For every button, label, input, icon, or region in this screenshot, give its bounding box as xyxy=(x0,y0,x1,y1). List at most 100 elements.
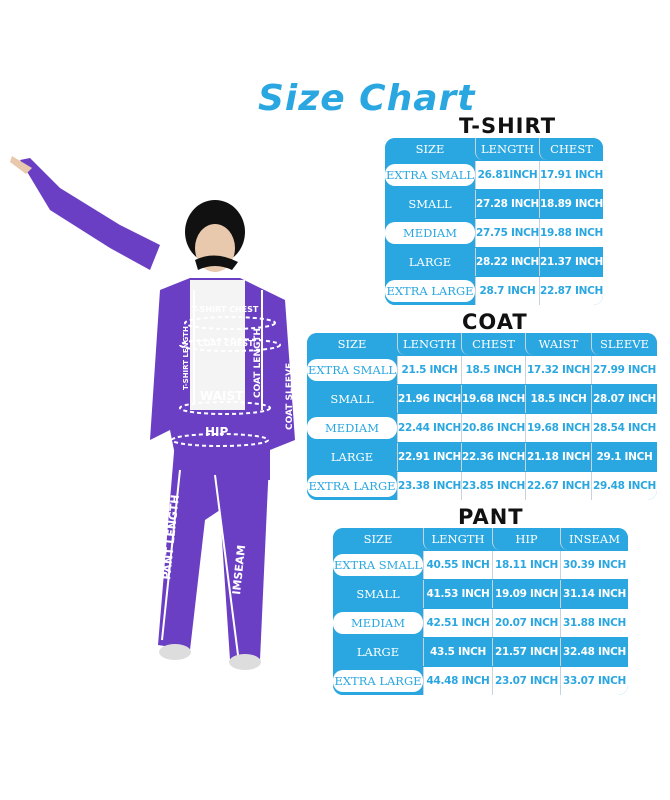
mustache xyxy=(195,255,238,270)
measurement-cell: 23.07 INCH xyxy=(492,667,560,695)
measurement-cell: 18.11 INCH xyxy=(492,551,560,579)
page-title: Size Chart xyxy=(258,78,476,119)
table-row: EXTRA LARGE 28.7 INCH 22.87 INCH xyxy=(385,277,603,305)
measurement-cell: 20.07 INCH xyxy=(492,609,560,637)
measurement-cell: 17.32 INCH xyxy=(525,356,591,384)
column-header: INSEAM xyxy=(560,528,628,550)
measurement-cell: 22.36 INCH xyxy=(461,443,525,471)
measurement-cell: 19.68 INCH xyxy=(525,414,591,442)
label-tshirt-length: T-SHIRT LENGTH xyxy=(182,326,190,390)
pants xyxy=(158,440,270,660)
measurement-cell: 29.48 INCH xyxy=(591,472,657,500)
pant-table-title: PANT xyxy=(458,505,524,529)
measurement-cell: 17.91 INCH xyxy=(539,161,603,189)
label-coat-chest: COAT CHEST xyxy=(198,339,254,348)
shoe-left xyxy=(159,644,191,660)
tshirt xyxy=(190,280,245,410)
measurement-cell: 40.55 INCH xyxy=(423,551,492,579)
table-row: EXTRA LARGE 44.48 INCH 23.07 INCH 33.07 INC… xyxy=(333,667,628,695)
measurement-cell: 22.67 INCH xyxy=(525,472,591,500)
measurement-cell: 41.53 INCH xyxy=(423,580,492,608)
size-label: EXTRA LARGE xyxy=(385,280,475,302)
tshirt-size-table: SIZE LENGTH CHEST EXTRA SMALL 26.81INCH 17.91… xyxy=(385,138,603,305)
label-hip: HIP xyxy=(205,425,229,439)
coat-table-title: COAT xyxy=(462,310,528,334)
measurement-cell: 28.54 INCH xyxy=(591,414,657,442)
measurement-cell: 28.7 INCH xyxy=(475,277,539,305)
measurement-cell: 19.09 INCH xyxy=(492,580,560,608)
size-label: LARGE xyxy=(333,638,423,666)
size-label: EXTRA LARGE xyxy=(307,475,397,497)
column-header: LENGTH xyxy=(423,528,492,550)
column-header: CHEST xyxy=(539,138,603,160)
column-header: SLEEVE xyxy=(591,333,657,355)
table-row: SMALL 41.53 INCH 19.09 INCH 31.14 INCH xyxy=(333,580,628,608)
size-label: SMALL xyxy=(385,190,475,218)
measurement-cell: 27.99 INCH xyxy=(591,356,657,384)
measurement-cell: 18.89 INCH xyxy=(539,190,603,218)
coat-size-table: SIZE LENGTH CHEST WAIST SLEEVE EXTRA SMALL 21.… xyxy=(307,333,657,500)
size-label: SMALL xyxy=(307,385,397,413)
column-header: LENGTH xyxy=(475,138,539,160)
size-label: MEDIAM xyxy=(307,417,397,439)
hip-guide xyxy=(171,433,269,447)
measurement-cell: 27.75 INCH xyxy=(475,219,539,247)
table-row: EXTRA SMALL 21.5 INCH 18.5 INCH 17.32 INCH 2… xyxy=(307,356,657,384)
table-header-row: SIZE LENGTH CHEST xyxy=(385,138,603,160)
table-row: LARGE 22.91 INCH 22.36 INCH 21.18 INCH 29.1 … xyxy=(307,443,657,471)
measurement-cell: 18.5 INCH xyxy=(525,385,591,413)
table-row: EXTRA LARGE 23.38 INCH 23.85 INCH 22.67 INC… xyxy=(307,472,657,500)
waist-guide xyxy=(179,401,271,415)
label-coat-length: COAT LENGTH xyxy=(253,328,263,398)
column-header: SIZE xyxy=(307,333,397,355)
pant-size-table: SIZE LENGTH HIP INSEAM EXTRA SMALL 40.55 INCH… xyxy=(333,528,628,695)
measurement-cell: 21.18 INCH xyxy=(525,443,591,471)
size-label: LARGE xyxy=(385,248,475,276)
size-label: EXTRA SMALL xyxy=(333,554,423,576)
raised-arm xyxy=(20,158,160,270)
column-header: HIP xyxy=(492,528,560,550)
table-row: LARGE 28.22 INCH 21.37 INCH xyxy=(385,248,603,276)
measurement-cell: 43.5 INCH xyxy=(423,638,492,666)
label-coat-sleeve: COAT SLEEVE xyxy=(285,363,295,430)
measurement-cell: 21.5 INCH xyxy=(397,356,461,384)
size-label: EXTRA SMALL xyxy=(307,359,397,381)
measurement-cell: 28.07 INCH xyxy=(591,385,657,413)
size-label: MEDIAM xyxy=(385,222,475,244)
measurement-cell: 22.44 INCH xyxy=(397,414,461,442)
size-label: SMALL xyxy=(333,580,423,608)
table-row: EXTRA SMALL 40.55 INCH 18.11 INCH 30.39 INC… xyxy=(333,551,628,579)
column-header: CHEST xyxy=(461,333,525,355)
table-row: MEDIAM 27.75 INCH 19.88 INCH xyxy=(385,219,603,247)
measurement-cell: 19.88 INCH xyxy=(539,219,603,247)
measurement-cell: 44.48 INCH xyxy=(423,667,492,695)
label-inseam: IMSEAM xyxy=(230,544,248,595)
measurement-cell: 23.38 INCH xyxy=(397,472,461,500)
table-row: SMALL 27.28 INCH 18.89 INCH xyxy=(385,190,603,218)
shoe-right xyxy=(229,654,261,670)
table-row: LARGE 43.5 INCH 21.57 INCH 32.48 INCH xyxy=(333,638,628,666)
label-tshirt-chest: T-SHIRT CHEST xyxy=(192,305,259,314)
column-header: WAIST xyxy=(525,333,591,355)
measurement-cell: 33.07 INCH xyxy=(560,667,628,695)
size-label: EXTRA LARGE xyxy=(333,670,423,692)
size-label: MEDIAM xyxy=(333,612,423,634)
measurement-cell: 42.51 INCH xyxy=(423,609,492,637)
measurement-cell: 31.14 INCH xyxy=(560,580,628,608)
column-header: LENGTH xyxy=(397,333,461,355)
measurement-cell: 23.85 INCH xyxy=(461,472,525,500)
measurement-cell: 26.81INCH xyxy=(475,161,539,189)
column-header: SIZE xyxy=(333,528,423,550)
column-header: SIZE xyxy=(385,138,475,160)
measurement-cell: 21.37 INCH xyxy=(539,248,603,276)
measurement-cell: 32.48 INCH xyxy=(560,638,628,666)
measurement-cell: 31.88 INCH xyxy=(560,609,628,637)
table-row: SMALL 21.96 INCH 19.68 INCH 18.5 INCH 28.07 … xyxy=(307,385,657,413)
table-row: MEDIAM 42.51 INCH 20.07 INCH 31.88 INCH xyxy=(333,609,628,637)
coat-chest-guide xyxy=(179,338,281,352)
table-row: MEDIAM 22.44 INCH 20.86 INCH 19.68 INCH 28.5… xyxy=(307,414,657,442)
inseam-guide xyxy=(214,474,239,656)
measurement-cell: 21.57 INCH xyxy=(492,638,560,666)
measurement-cell: 22.91 INCH xyxy=(397,443,461,471)
table-row: EXTRA SMALL 26.81INCH 17.91 INCH xyxy=(385,161,603,189)
